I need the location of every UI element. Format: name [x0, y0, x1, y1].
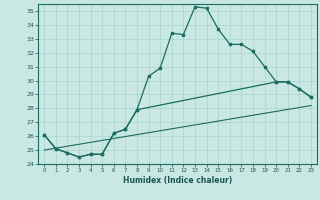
X-axis label: Humidex (Indice chaleur): Humidex (Indice chaleur) — [123, 176, 232, 185]
